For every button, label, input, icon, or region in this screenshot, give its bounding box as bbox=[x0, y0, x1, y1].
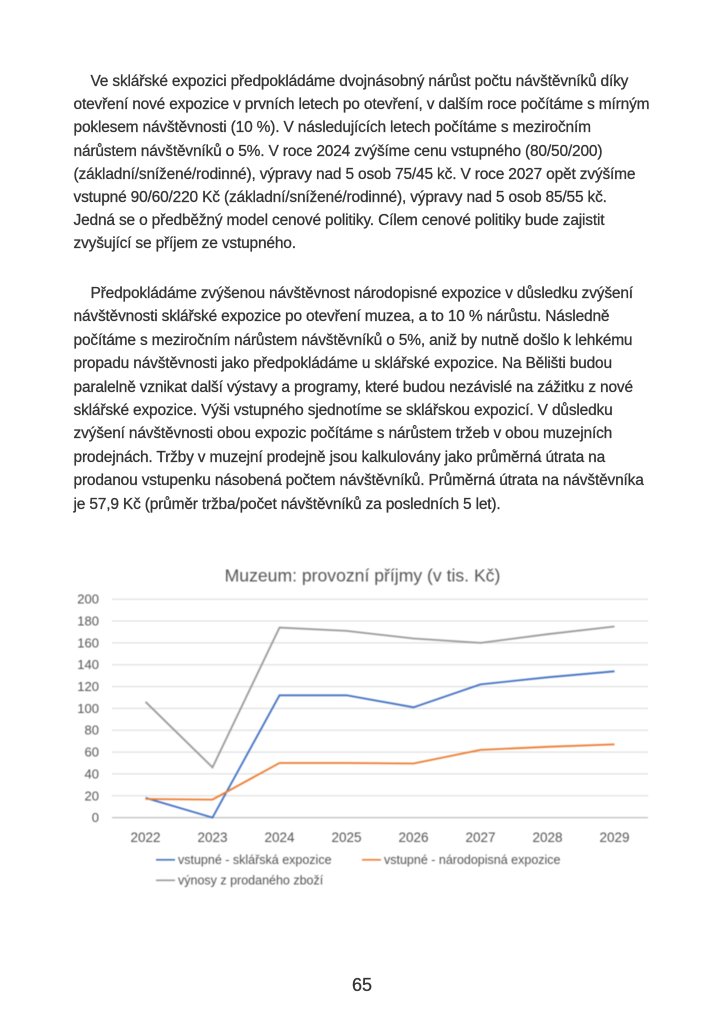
svg-text:2024: 2024 bbox=[264, 830, 295, 845]
svg-text:2022: 2022 bbox=[130, 830, 160, 845]
svg-text:20: 20 bbox=[85, 788, 99, 803]
svg-text:200: 200 bbox=[77, 592, 99, 607]
svg-text:vstupné - sklářská expozice: vstupné - sklářská expozice bbox=[178, 853, 332, 867]
svg-text:2027: 2027 bbox=[465, 830, 495, 845]
svg-text:60: 60 bbox=[85, 745, 99, 760]
svg-text:Muzeum: provozní příjmy (v tis: Muzeum: provozní příjmy (v tis. Kč) bbox=[225, 566, 501, 586]
svg-text:2029: 2029 bbox=[599, 830, 629, 845]
svg-text:výnosy z prodaného zboží: výnosy z prodaného zboží bbox=[178, 874, 324, 888]
svg-text:80: 80 bbox=[85, 723, 99, 738]
svg-text:vstupné - národopisná expozice: vstupné - národopisná expozice bbox=[384, 853, 561, 867]
svg-text:2026: 2026 bbox=[398, 830, 428, 845]
svg-text:0: 0 bbox=[92, 810, 99, 825]
svg-text:140: 140 bbox=[77, 657, 99, 672]
svg-text:2025: 2025 bbox=[331, 830, 361, 845]
svg-text:160: 160 bbox=[77, 635, 99, 650]
svg-text:2023: 2023 bbox=[197, 830, 227, 845]
svg-text:180: 180 bbox=[77, 614, 99, 629]
svg-text:2028: 2028 bbox=[532, 830, 562, 845]
svg-text:40: 40 bbox=[85, 766, 99, 781]
svg-text:120: 120 bbox=[77, 679, 99, 694]
svg-text:100: 100 bbox=[77, 701, 99, 716]
